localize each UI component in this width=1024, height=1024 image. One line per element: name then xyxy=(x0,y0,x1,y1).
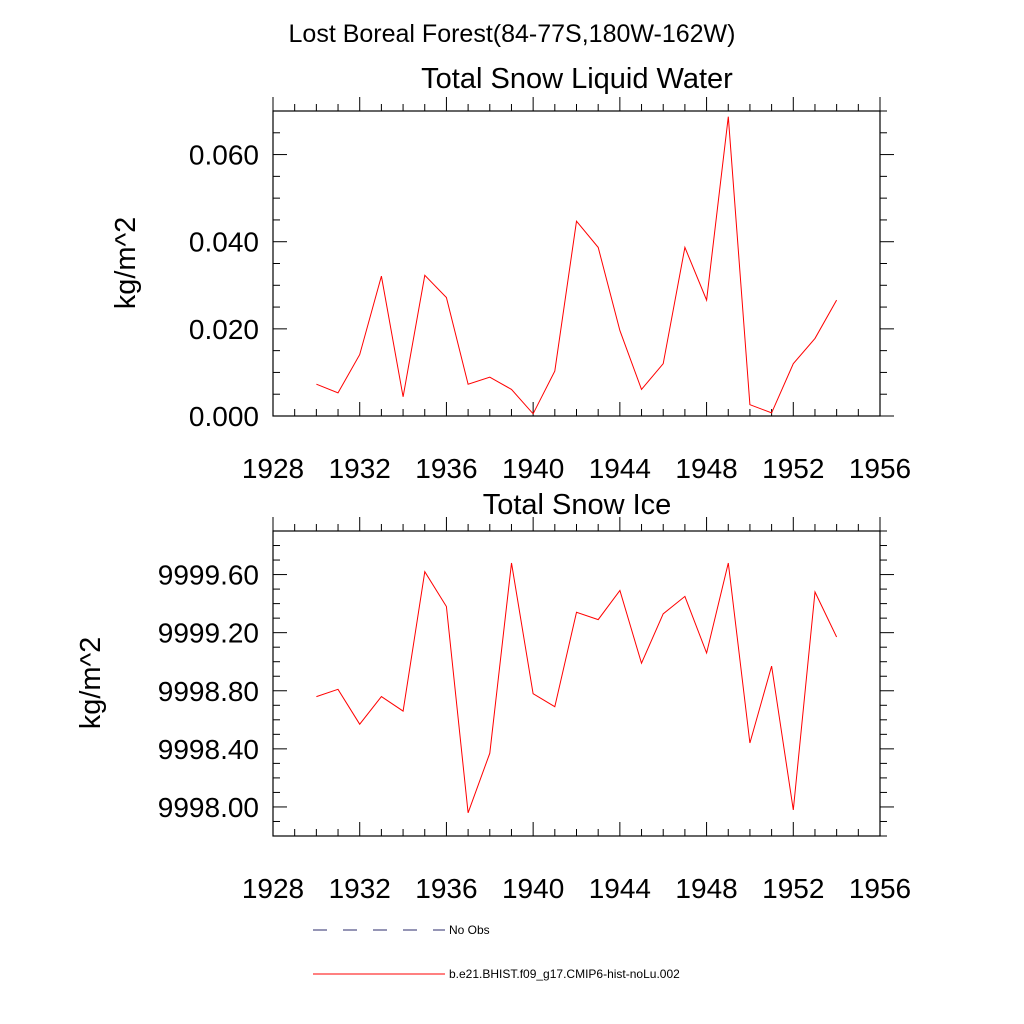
panel-title: Total Snow Liquid Water xyxy=(421,63,733,95)
x-tick-label: 1932 xyxy=(329,453,391,484)
x-tick-label: 1956 xyxy=(849,873,911,904)
y-tick-label: 9998.00 xyxy=(158,792,259,823)
y-tick-label: 9999.60 xyxy=(158,560,259,591)
x-tick-label: 1940 xyxy=(502,453,564,484)
y-tick-label: 0.060 xyxy=(189,140,259,171)
y-tick-label: 0.040 xyxy=(189,227,259,258)
x-tick-label: 1956 xyxy=(849,453,911,484)
plot-frame xyxy=(272,110,881,417)
y-tick-label: 9999.20 xyxy=(158,618,259,649)
legend-label-model: b.e21.BHIST.f09_g17.CMIP6-hist-noLu.002 xyxy=(449,967,680,981)
panel-snow-ice: Total Snow Ice 1928 1932 1936 1940 1944 1948 1… xyxy=(75,489,911,904)
x-tick-label: 1928 xyxy=(242,873,304,904)
x-tick-label: 1944 xyxy=(589,873,651,904)
legend-label-no-obs: No Obs xyxy=(449,923,490,937)
figure-title: Lost Boreal Forest(84-77S,180W-162W) xyxy=(289,20,736,48)
plot-frame xyxy=(272,530,881,837)
x-tick-label: 1940 xyxy=(502,873,564,904)
series-line xyxy=(316,562,838,813)
x-tick-label: 1952 xyxy=(762,453,824,484)
x-tick-label: 1928 xyxy=(242,453,304,484)
panel-title: Total Snow Ice xyxy=(483,489,672,521)
y-axis-label: kg/m^2 xyxy=(75,637,107,730)
x-tick-label: 1948 xyxy=(675,453,737,484)
x-tick-label: 1948 xyxy=(675,873,737,904)
y-tick-label: 0.020 xyxy=(189,314,259,345)
x-tick-label: 1936 xyxy=(415,453,477,484)
y-tick-label: 9998.80 xyxy=(158,676,259,707)
y-axis-label: kg/m^2 xyxy=(110,217,142,310)
panel-snow-liquid-water: Total Snow Liquid Water 1928 1932 1936 1940… xyxy=(110,63,911,484)
x-tick-label: 1952 xyxy=(762,873,824,904)
series-line xyxy=(316,116,838,415)
x-tick-label: 1936 xyxy=(415,873,477,904)
legend: No Obs b.e21.BHIST.f09_g17.CMIP6-hist-no… xyxy=(313,923,680,981)
x-tick-label: 1944 xyxy=(589,453,651,484)
x-tick-label: 1932 xyxy=(329,873,391,904)
y-tick-label: 9998.40 xyxy=(158,734,259,765)
y-tick-label: 0.000 xyxy=(189,401,259,432)
